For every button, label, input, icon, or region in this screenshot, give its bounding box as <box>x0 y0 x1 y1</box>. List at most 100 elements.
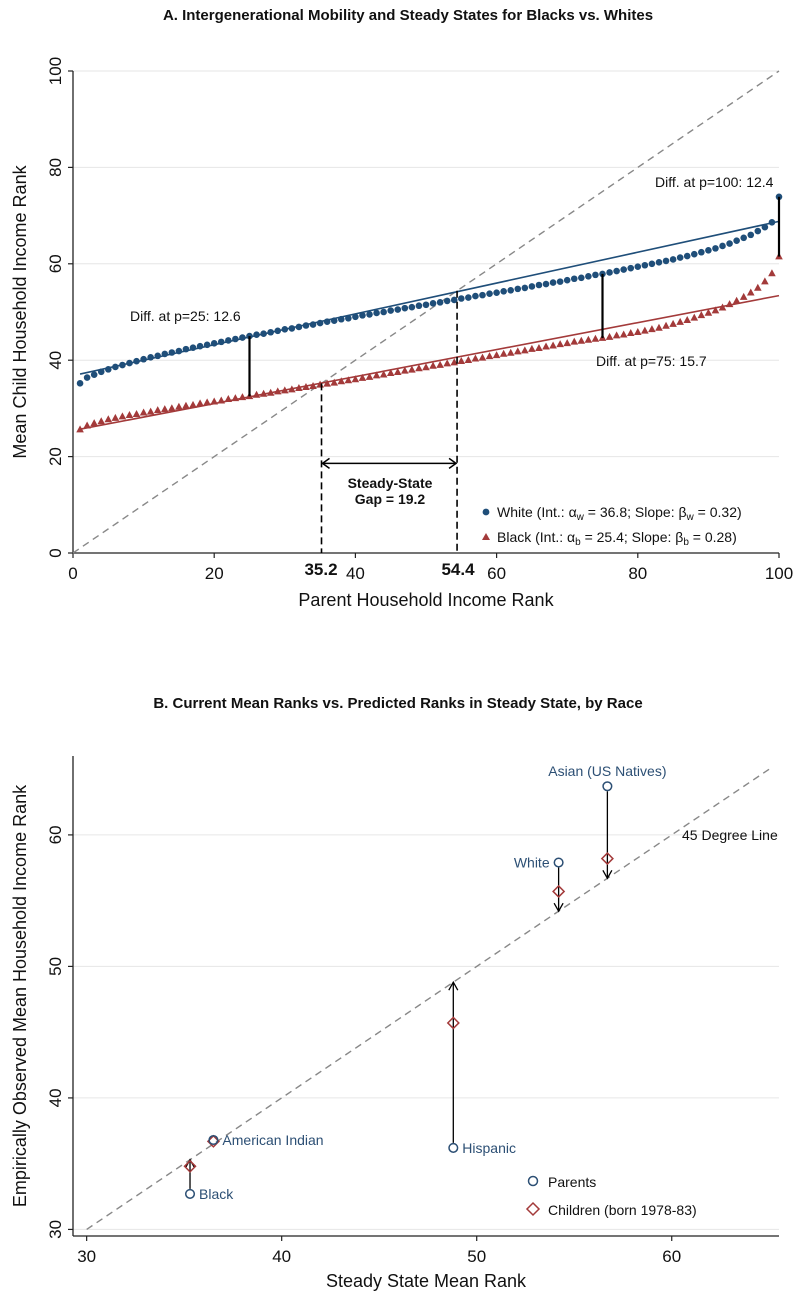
black-point <box>577 336 586 344</box>
black-point <box>281 386 289 394</box>
chart-a-fit-lines <box>79 220 780 431</box>
white-point <box>210 340 218 347</box>
white-point <box>683 252 691 260</box>
black-point <box>344 376 353 384</box>
black-point <box>224 395 233 403</box>
white-point <box>401 304 409 312</box>
black-point <box>676 317 684 325</box>
black-point <box>295 383 303 391</box>
black-point <box>330 378 339 386</box>
black-point <box>104 415 113 423</box>
white-point <box>768 219 776 226</box>
white-point <box>408 303 416 311</box>
black-point <box>153 406 162 414</box>
chart-a-x-tick-label: 60 <box>487 564 506 583</box>
white-point <box>676 254 684 261</box>
white-point <box>154 352 162 360</box>
white-point <box>316 319 324 327</box>
black-point <box>168 404 176 412</box>
chart-a-steady-state-dashes <box>320 290 458 553</box>
chart-a-ticks: 0 20 40 60 80 100 0 20 40 60 80 100 <box>46 57 793 583</box>
white-point <box>627 264 635 272</box>
chart-b-x-tick-label: 50 <box>467 1247 486 1266</box>
white-point <box>486 290 493 297</box>
white-point <box>147 354 154 361</box>
black-point <box>337 377 346 385</box>
parents-marker <box>208 1134 219 1146</box>
black-point <box>189 400 197 408</box>
arrow-head <box>553 902 564 913</box>
black-point <box>408 365 416 373</box>
white-point <box>726 240 733 247</box>
black-point <box>429 361 437 369</box>
white-point <box>323 318 331 325</box>
white-point <box>140 355 147 363</box>
black-point <box>570 337 579 345</box>
white-point <box>345 314 352 322</box>
black-point <box>415 364 423 372</box>
white-point <box>740 234 747 242</box>
white-point <box>203 341 211 349</box>
chart-a-diff-bars <box>248 196 781 397</box>
white-point <box>479 291 486 299</box>
chart-b-y-tick-label: 40 <box>46 1088 65 1107</box>
diff-p75-label: Diff. at p=75: 15.7 <box>596 353 707 369</box>
chart-b-y-tick-label: 30 <box>46 1220 65 1239</box>
group-label: White <box>514 855 550 871</box>
black-point <box>655 323 663 331</box>
chart-a-x-tick-label: 80 <box>628 564 647 583</box>
chart-b-x-tick-label: 60 <box>662 1247 681 1266</box>
chart-a-x-tick-label: 0 <box>68 564 77 583</box>
black-point <box>196 399 204 407</box>
legend-children-marker <box>525 1201 541 1217</box>
white-point <box>97 368 105 376</box>
white-point <box>182 345 190 353</box>
black-point <box>506 348 515 356</box>
black-point <box>365 372 374 380</box>
black-point <box>641 326 649 334</box>
45-degree-line-label: 45 Degree Line <box>682 827 778 843</box>
panel-a: A. Intergenerational Mobility and Steady… <box>10 7 793 610</box>
white-point <box>733 237 740 244</box>
white-point <box>535 281 543 289</box>
chart-b-y-axis-label: Empirically Observed Mean Household Inco… <box>10 784 30 1207</box>
children-marker <box>552 884 566 899</box>
black-point <box>436 360 444 368</box>
black-point <box>76 425 84 433</box>
black-point <box>535 343 543 351</box>
black-point <box>160 405 169 413</box>
chart-a-diagonal <box>72 70 780 554</box>
black-point <box>231 394 240 402</box>
white-point <box>239 334 246 341</box>
legend-white-marker <box>482 508 490 516</box>
black-point <box>528 344 536 352</box>
white-point <box>253 331 260 338</box>
white-point <box>76 380 84 387</box>
black-point <box>372 371 381 379</box>
chart-b-y-tick-label: 50 <box>46 957 65 976</box>
black-point <box>139 408 148 416</box>
white-point <box>394 306 402 313</box>
black-point <box>591 334 600 342</box>
black-point <box>351 375 360 383</box>
black-point <box>358 373 367 381</box>
black-point <box>626 329 635 337</box>
chart-b-45-degree-line <box>86 768 770 1231</box>
white-point <box>232 335 239 343</box>
black-point <box>584 335 593 343</box>
steady-state-gap-label-2: Gap = 19.2 <box>355 491 426 507</box>
steady-state-white-value: 54.4 <box>441 560 475 579</box>
white-point <box>436 299 444 306</box>
black-point <box>422 363 430 371</box>
white-point <box>500 287 507 295</box>
white-point <box>415 302 423 310</box>
group-label: American Indian <box>222 1132 323 1148</box>
black-point <box>612 331 621 339</box>
chart-a-x-tick-label: 20 <box>205 564 224 583</box>
black-point <box>118 412 127 420</box>
black-point <box>768 269 776 277</box>
white-point <box>528 283 536 290</box>
white-point <box>105 366 112 373</box>
white-point <box>175 347 183 355</box>
black-point <box>485 352 494 360</box>
